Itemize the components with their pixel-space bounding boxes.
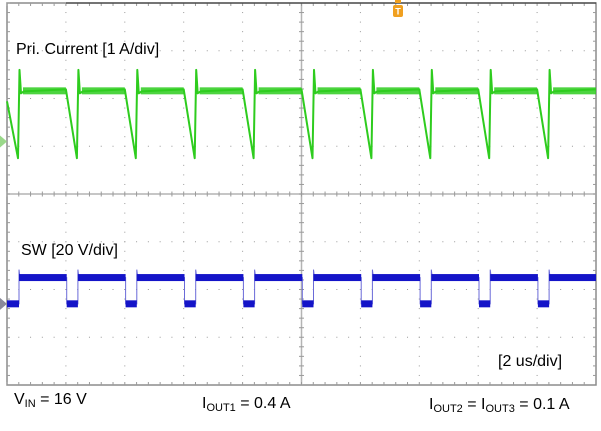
sw-trace	[243, 300, 255, 308]
channel1-ground-marker	[0, 135, 7, 148]
iout1-annotation: IOUT1 = 0.4 A	[202, 395, 291, 414]
sw-trace	[302, 300, 314, 308]
sw-trace	[361, 300, 373, 308]
channel2-ground-marker	[0, 297, 7, 310]
sw-trace	[490, 274, 538, 282]
sw-trace	[254, 274, 303, 282]
trigger-marker-stem	[395, 0, 401, 3]
channel1-label: Pri. Current [1 A/div]	[16, 41, 160, 58]
sw-trace	[19, 274, 67, 282]
vin-annotation: VIN = 16 V	[14, 391, 87, 410]
channel2-label: SW [20 V/div]	[21, 242, 118, 259]
sw-trace	[7, 300, 19, 308]
sw-trace	[195, 274, 244, 282]
sw-trace	[420, 300, 432, 308]
sw-trace	[313, 274, 362, 282]
sw-trace	[537, 300, 550, 308]
timebase-label: [2 us/div]	[498, 353, 563, 370]
sw-trace	[372, 274, 421, 282]
sw-trace	[431, 274, 480, 282]
sw-trace	[549, 274, 596, 282]
sw-trace	[136, 274, 185, 282]
iout23-annotation: IOUT2 = IOUT3 = 0.1 A	[429, 396, 570, 415]
sw-trace	[184, 300, 196, 308]
trigger-marker-icon	[393, 5, 403, 17]
sw-trace	[479, 300, 491, 308]
sw-trace	[125, 300, 137, 308]
svg-text:T: T	[395, 7, 401, 17]
sw-trace	[66, 300, 78, 308]
sw-trace	[77, 274, 126, 282]
